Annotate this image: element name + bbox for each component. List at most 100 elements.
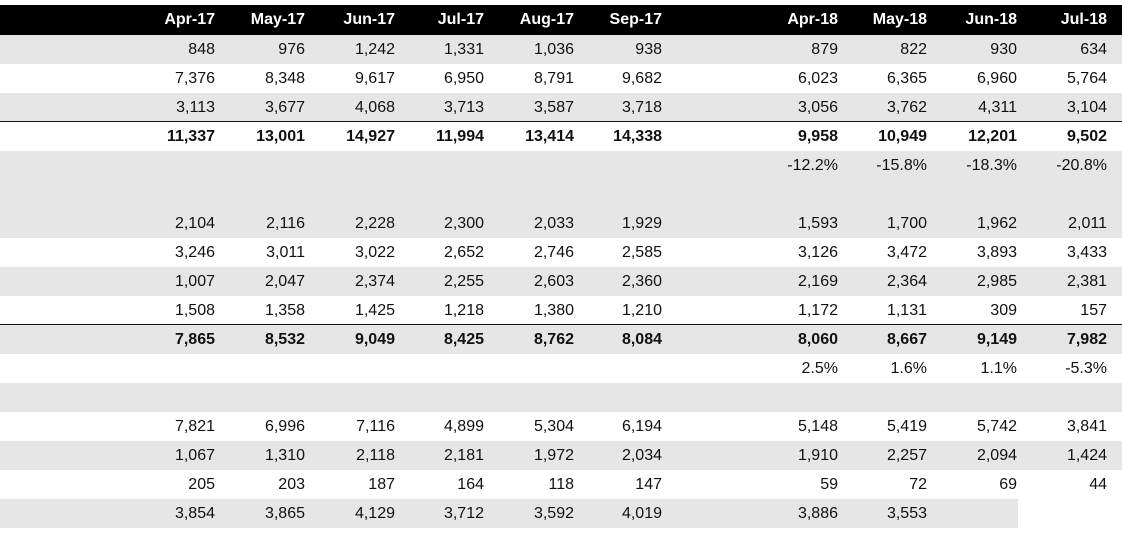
table-cell: 5,742 — [976, 418, 1017, 435]
table-row: 2,104 2,116 2,228 2,300 2,033 1,929 1,593 1,700… — [0, 209, 1122, 238]
table-cell: 1,242 — [354, 41, 395, 58]
table-cell: 5,764 — [1066, 70, 1107, 87]
table-cell: 3,104 — [1066, 99, 1107, 116]
table-cell — [1022, 180, 1107, 209]
table-cell: 1,910 — [797, 447, 838, 464]
table-cell: 1,962 — [976, 215, 1017, 232]
table-cell: 2,228 — [354, 215, 395, 232]
table-cell: 1,700 — [886, 215, 927, 232]
table-cell — [310, 180, 395, 209]
table-cell: 3,246 — [174, 244, 215, 261]
table-cell — [842, 383, 927, 412]
table-cell — [932, 383, 1017, 412]
table-cell: 2,181 — [443, 447, 484, 464]
table-cell: 1.6% — [890, 360, 927, 377]
table-cell: 1,358 — [264, 302, 305, 319]
table-cell — [220, 354, 305, 383]
table-cell: 2,374 — [354, 273, 395, 290]
table-cell: 6,365 — [886, 70, 927, 87]
table-cell: 1,508 — [174, 302, 215, 319]
table-cell: 1,310 — [264, 447, 305, 464]
table-cell: 3,587 — [533, 99, 574, 116]
table-cell: -18.3% — [966, 157, 1017, 174]
table-cell: 59 — [820, 476, 838, 493]
column-header: Apr-17 — [164, 11, 215, 28]
table-cell: 3,841 — [1066, 418, 1107, 435]
table-cell: 1,380 — [533, 302, 574, 319]
table-cell: 4,899 — [443, 418, 484, 435]
column-header: Jul-18 — [1060, 11, 1107, 28]
table-cell — [577, 151, 662, 180]
table-cell — [220, 180, 305, 209]
table-cell — [489, 354, 574, 383]
table-cell: 2,300 — [443, 215, 484, 232]
table-row: 848 976 1,242 1,331 1,036 938 879 822 930 634 — [0, 35, 1122, 64]
table-cell: 1,218 — [443, 302, 484, 319]
table-cell: 1.1% — [980, 360, 1017, 377]
table-cell: 1,067 — [174, 447, 215, 464]
column-header: Apr-18 — [787, 11, 838, 28]
table-cell: 7,865 — [174, 331, 215, 348]
table-cell: 3,011 — [266, 244, 305, 261]
table-row: -12.2% -15.8% -18.3% -20.8% — [0, 151, 1122, 180]
table-cell: 1,007 — [174, 273, 215, 290]
table-row: 205 203 187 164 118 147 59 72 69 44 — [0, 470, 1122, 499]
table-row: 3,113 3,677 4,068 3,713 3,587 3,718 3,056 3,762… — [0, 93, 1122, 122]
table-cell: 1,036 — [533, 41, 574, 58]
table-cell: 44 — [1089, 476, 1107, 493]
table-cell: 147 — [635, 476, 662, 493]
column-header: May-17 — [250, 11, 305, 28]
table-row: 1,508 1,358 1,425 1,218 1,380 1,210 1,172 1,131… — [0, 296, 1122, 325]
table-cell — [753, 383, 838, 412]
table-cell: 822 — [900, 41, 927, 58]
table-cell: 7,982 — [1066, 331, 1107, 348]
table-cell: 2,169 — [797, 273, 838, 290]
table-cell: 1,131 — [886, 302, 927, 319]
column-header: May-18 — [872, 11, 927, 28]
table-cell: 3,893 — [976, 244, 1017, 261]
table-cell: 2,047 — [264, 273, 305, 290]
table-cell: 2,104 — [174, 215, 215, 232]
table-cell: 11,994 — [435, 128, 484, 145]
table-cell: 203 — [278, 476, 305, 493]
table-cell — [399, 383, 484, 412]
table-cell: 3,718 — [621, 99, 662, 116]
table-cell — [932, 499, 1017, 528]
table-cell: 164 — [457, 476, 484, 493]
table-cell: 3,592 — [533, 505, 574, 522]
table-cell: 2,034 — [621, 447, 662, 464]
table-cell — [130, 383, 215, 412]
table-cell: 309 — [990, 302, 1017, 319]
table-cell — [842, 180, 927, 209]
table-cell — [399, 180, 484, 209]
table-cell: 2,011 — [1068, 215, 1107, 232]
table-cell: 6,960 — [976, 70, 1017, 87]
table-cell: 9,617 — [354, 70, 395, 87]
table-cell — [130, 180, 215, 209]
table-cell: 2,652 — [443, 244, 484, 261]
table-cell: 2.5% — [801, 360, 838, 377]
table-cell: 1,172 — [797, 302, 838, 319]
table-cell: 3,865 — [264, 505, 305, 522]
table-cell — [577, 383, 662, 412]
table-cell: -20.8% — [1056, 157, 1107, 174]
table-cell: 3,113 — [176, 99, 215, 116]
table-cell: 2,603 — [533, 273, 574, 290]
table-cell: 930 — [990, 41, 1017, 58]
table-cell: 2,746 — [533, 244, 574, 261]
table-cell: 12,201 — [968, 128, 1017, 145]
table-cell: 5,304 — [533, 418, 574, 435]
table-cell: 3,712 — [443, 505, 484, 522]
table-row: 3,246 3,011 3,022 2,652 2,746 2,585 3,126 3,472… — [0, 238, 1122, 267]
table-row: 1,067 1,310 2,118 2,181 1,972 2,034 1,910 2,257… — [0, 441, 1122, 470]
table-cell: -12.2% — [787, 157, 838, 174]
table-cell: 2,094 — [976, 447, 1017, 464]
column-header: Jul-17 — [437, 11, 484, 28]
table-cell: 205 — [188, 476, 215, 493]
table-cell — [399, 151, 484, 180]
table-cell: 3,886 — [797, 505, 838, 522]
table-cell: 11,337 — [166, 128, 215, 145]
table-cell: 2,118 — [356, 447, 395, 464]
table-cell: 7,821 — [174, 418, 215, 435]
column-header: Aug-17 — [519, 11, 574, 28]
